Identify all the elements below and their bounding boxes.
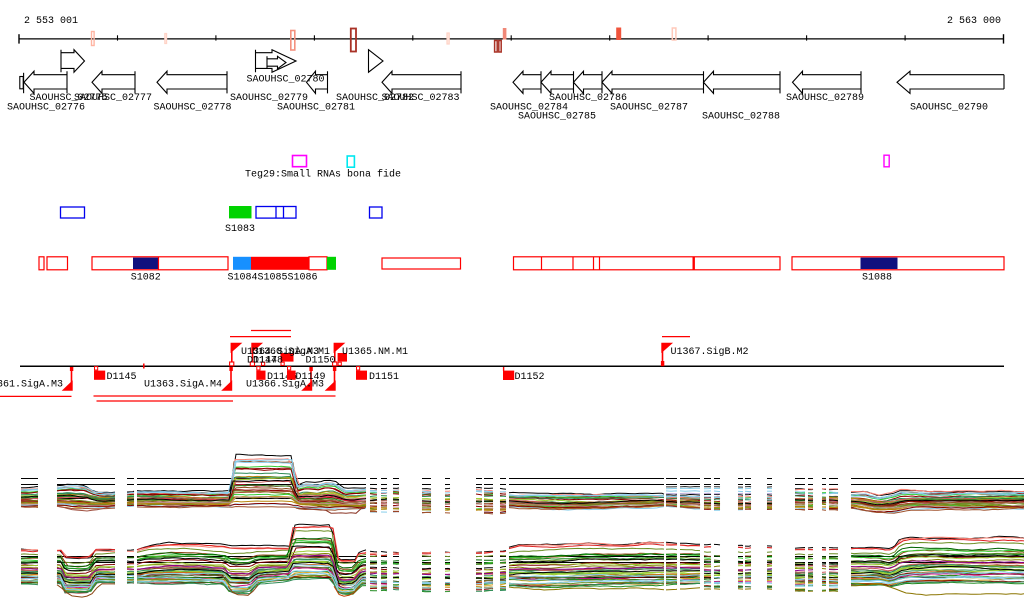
svg-text:U1364.SigA.M3: U1364.SigA.M3: [241, 346, 319, 358]
svg-text:D1152: D1152: [515, 372, 545, 383]
svg-text:SAOUHSC_02781: SAOUHSC_02781: [277, 102, 355, 113]
svg-text:S1083: S1083: [225, 224, 255, 235]
svg-text:SAOUHSC_02778: SAOUHSC_02778: [154, 102, 232, 113]
svg-text:SAOUHSC_02786: SAOUHSC_02786: [549, 93, 627, 104]
svg-text:2 563 000: 2 563 000: [947, 16, 1001, 27]
svg-text:SAOUHSC_02783: SAOUHSC_02783: [382, 93, 460, 104]
svg-text:SAOUHSC_02790: SAOUHSC_02790: [910, 102, 988, 113]
svg-text:D1145: D1145: [107, 372, 137, 383]
svg-text:2 553 001: 2 553 001: [24, 16, 78, 27]
svg-text:U1366.SigA.M3: U1366.SigA.M3: [246, 379, 324, 391]
svg-text:D1149: D1149: [296, 372, 326, 383]
svg-text:Teg29:Small RNAs bona fide: Teg29:Small RNAs bona fide: [245, 169, 401, 181]
svg-text:SAOUHSC_02788: SAOUHSC_02788: [702, 112, 780, 123]
svg-text:SAOUHSC_02780: SAOUHSC_02780: [247, 75, 325, 86]
svg-text:SAOUHSC_02789: SAOUHSC_02789: [786, 93, 864, 104]
svg-text:D1146: D1146: [267, 372, 297, 383]
svg-text:U1360.SigA.M1: U1360.SigA.M1: [252, 346, 330, 358]
svg-text:SAOUHSC_02787: SAOUHSC_02787: [610, 102, 688, 113]
svg-text:D1148: D1148: [253, 355, 283, 366]
svg-text:SAOUHSC_02785: SAOUHSC_02785: [518, 112, 596, 123]
svg-text:SAOUHSC_02784: SAOUHSC_02784: [490, 102, 568, 113]
svg-text:SAOUHSC_02779: SAOUHSC_02779: [230, 93, 308, 104]
svg-text:SAOUHSC_02775: SAOUHSC_02775: [30, 93, 108, 104]
svg-text:SAOUHSC_02776: SAOUHSC_02776: [7, 102, 85, 113]
svg-text:U1367.SigB.M2: U1367.SigB.M2: [671, 346, 749, 358]
svg-text:U1365.NM.M1: U1365.NM.M1: [342, 347, 408, 358]
svg-text:D1151: D1151: [369, 372, 399, 383]
svg-text:D1147: D1147: [247, 355, 277, 366]
svg-text:S1082: S1082: [131, 273, 161, 284]
svg-text:SAOUHSC_02777: SAOUHSC_02777: [74, 93, 152, 104]
svg-text:S1084S1085S1086: S1084S1085S1086: [228, 273, 318, 284]
svg-text:SAOUHSC_02782: SAOUHSC_02782: [336, 93, 414, 104]
svg-text:S1088: S1088: [862, 273, 892, 284]
svg-text:U1363.SigA.M4: U1363.SigA.M4: [144, 379, 222, 391]
svg-text:D1150: D1150: [306, 355, 336, 366]
svg-text:U1361.SigA.M3: U1361.SigA.M3: [0, 379, 63, 391]
